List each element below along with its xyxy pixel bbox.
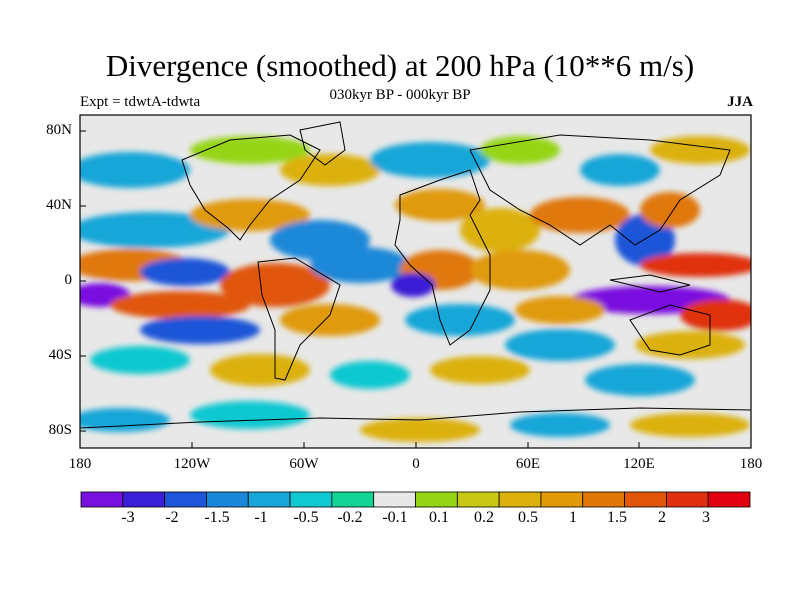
colorbar-label: 1.5 xyxy=(607,509,627,526)
lat-tick-label: 80S xyxy=(48,422,72,438)
colorbar-box xyxy=(456,491,500,508)
colorbar-box xyxy=(164,491,207,508)
colorbar-box xyxy=(540,491,584,508)
colorbar-label: 1 xyxy=(569,509,577,526)
lat-tick-label: 80N xyxy=(46,122,72,138)
colorbar-label: 2 xyxy=(658,509,666,526)
colorbar-box xyxy=(582,491,625,508)
divergence-field xyxy=(80,115,751,448)
colorbar-box xyxy=(498,491,542,508)
colorbar-label: -1 xyxy=(254,509,268,526)
plot-title: Divergence (smoothed) at 200 hPa (10**6 … xyxy=(105,48,695,83)
experiment-label: Expt = tdwtA-tdwta xyxy=(80,94,201,110)
colorbar-label: 0.5 xyxy=(518,509,538,526)
colorbar-box xyxy=(707,491,751,508)
colorbar-box xyxy=(247,491,291,508)
lon-tick-label: 180 xyxy=(68,456,92,472)
lon-tick-label: 120E xyxy=(623,456,655,472)
lon-tick-label: 0 xyxy=(412,456,420,472)
plot-subtitle: 030kyr BP - 000kyr BP xyxy=(329,87,471,103)
colorbar-box xyxy=(331,491,375,508)
colorbar-box xyxy=(415,491,458,508)
colorbar-box xyxy=(665,491,709,508)
colorbar-box xyxy=(80,491,124,508)
colorbar-label: -0.1 xyxy=(382,509,408,526)
colorbar-label: 0.1 xyxy=(429,509,449,526)
lat-tick-label: 40N xyxy=(46,197,72,213)
colorbar-box xyxy=(373,491,416,508)
colorbar-box xyxy=(122,491,166,508)
lon-tick-label: 120W xyxy=(173,456,211,472)
axis-ticks xyxy=(79,130,752,448)
colorbar-label: -1.5 xyxy=(204,509,230,526)
season-label: JJA xyxy=(727,94,753,110)
colorbar-label: -3 xyxy=(121,509,135,526)
colorbar-label: -0.2 xyxy=(337,509,363,526)
colorbar-box xyxy=(289,491,333,508)
colorbar-label: -2 xyxy=(165,509,179,526)
colorbar-label: -0.5 xyxy=(293,509,319,526)
colorbar-box xyxy=(206,491,249,508)
lat-tick-label: 40S xyxy=(48,347,72,363)
colorbar-label: 3 xyxy=(702,509,710,526)
lat-tick-label: 0 xyxy=(64,272,73,288)
colorbar xyxy=(80,491,751,508)
lon-tick-label: 60W xyxy=(289,456,319,472)
lon-tick-label: 180 xyxy=(739,456,763,472)
colorbar-label: 0.2 xyxy=(474,509,494,526)
coastlines xyxy=(80,121,751,429)
colorbar-box xyxy=(624,491,667,508)
lon-tick-label: 60E xyxy=(515,456,541,472)
